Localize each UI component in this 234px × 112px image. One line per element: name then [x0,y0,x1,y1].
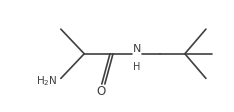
Text: H$_2$N: H$_2$N [36,74,57,88]
Text: O: O [96,85,105,98]
Text: N: N [133,44,141,54]
Text: H: H [133,62,141,72]
